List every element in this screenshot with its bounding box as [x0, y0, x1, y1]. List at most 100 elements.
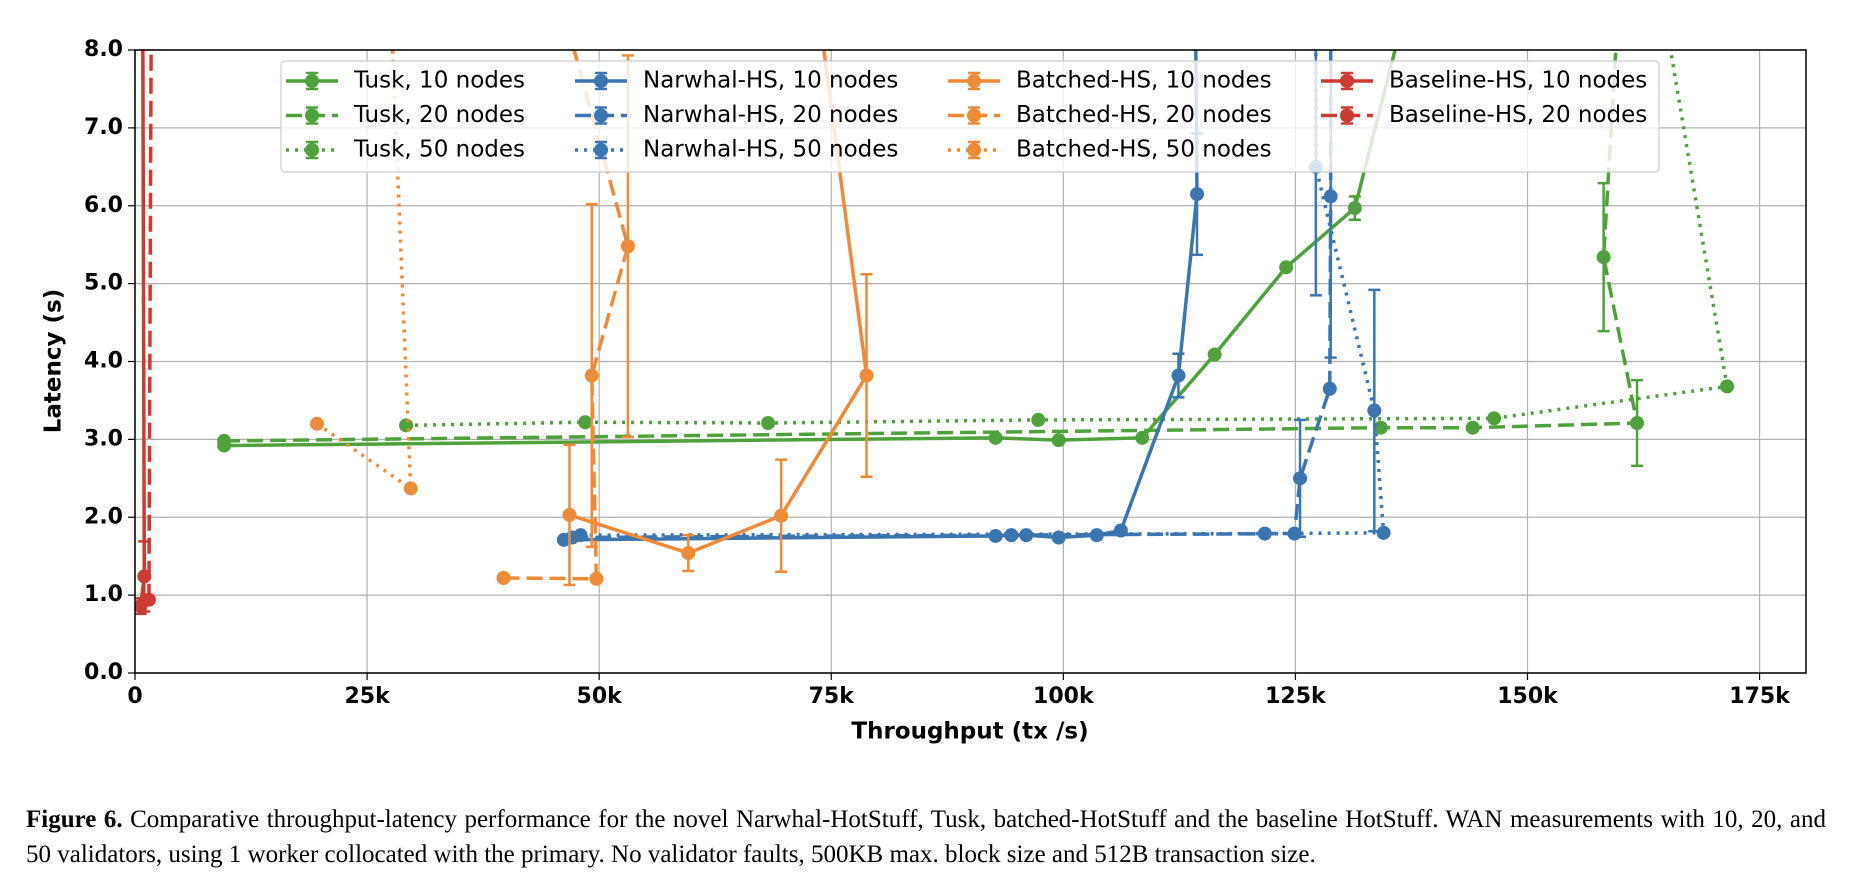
- x-tick-label: 75k: [809, 684, 856, 709]
- y-tick-label: 3.0: [84, 426, 123, 451]
- legend-entry: Narwhal-HS, 20 nodes: [575, 102, 898, 128]
- legend-label: Batched-HS, 20 nodes: [1016, 102, 1272, 128]
- legend-label: Baseline-HS, 20 nodes: [1389, 102, 1647, 128]
- data-point: [1171, 368, 1186, 383]
- series-line: [503, 50, 630, 581]
- data-point: [584, 368, 599, 383]
- y-tick-label: 2.0: [84, 504, 123, 529]
- x-tick-label: 25k: [344, 684, 391, 709]
- data-point: [1376, 525, 1391, 540]
- data-point: [761, 416, 776, 431]
- data-point: [1190, 187, 1205, 202]
- data-point: [1051, 433, 1066, 448]
- caption: Figure 6. Comparative throughput-latency…: [26, 802, 1826, 872]
- chart: 0 25k 50k 75k 100k 125k 150k 175k 0.0 1.0 2.0 3.0 4.…: [41, 37, 1807, 745]
- legend-marker: [1340, 108, 1354, 123]
- legend-entry: Narwhal-HS, 10 nodes: [575, 68, 898, 94]
- data-point: [1279, 260, 1294, 275]
- data-point: [1089, 528, 1104, 543]
- y-tick-label: 6.0: [84, 193, 123, 218]
- y-tick-label: 5.0: [84, 271, 123, 296]
- legend-marker: [305, 143, 319, 157]
- data-point: [1720, 379, 1735, 394]
- legend-marker: [594, 108, 608, 123]
- legend-marker: [594, 74, 608, 88]
- data-point: [1293, 471, 1308, 486]
- data-point: [1487, 411, 1502, 426]
- legend-entry: Tusk, 10 nodes: [286, 68, 525, 94]
- series-line: [563, 50, 1199, 542]
- data-point: [141, 592, 156, 607]
- x-tick-label: 150k: [1497, 684, 1559, 709]
- data-point: [988, 430, 1003, 445]
- series-line: [147, 50, 153, 600]
- legend-marker: [1340, 74, 1354, 88]
- legend-entry: Batched-HS, 10 nodes: [948, 68, 1272, 94]
- data-point: [1135, 430, 1150, 445]
- legend-label: Narwhal-HS, 50 nodes: [643, 137, 898, 163]
- data-point: [1630, 416, 1645, 431]
- data-point: [578, 415, 593, 430]
- legend-entry: Batched-HS, 50 nodes: [948, 137, 1272, 163]
- data-point: [399, 418, 414, 433]
- y-tick-label: 7.0: [84, 115, 123, 140]
- legend-label: Narwhal-HS, 10 nodes: [643, 68, 898, 94]
- legend-marker: [594, 143, 608, 157]
- legend-marker: [967, 74, 981, 88]
- data-point: [496, 570, 511, 585]
- legend-label: Batched-HS, 10 nodes: [1016, 68, 1272, 94]
- data-point: [1373, 420, 1388, 435]
- legend-marker: [305, 74, 319, 88]
- data-point: [774, 508, 789, 523]
- y-tick-label: 4.0: [84, 349, 123, 374]
- data-point: [1367, 403, 1382, 418]
- data-point: [309, 416, 324, 431]
- legend-entry: Batched-HS, 20 nodes: [948, 102, 1272, 128]
- data-point: [1207, 347, 1222, 362]
- legend-marker: [967, 108, 981, 123]
- caption-label: Figure 6.: [26, 806, 123, 833]
- plot-area: [135, 50, 1735, 616]
- data-point: [573, 528, 588, 543]
- series-line: [315, 50, 413, 492]
- x-tick-label: 175k: [1729, 684, 1791, 709]
- x-axis-label: Throughput (tx /s): [851, 719, 1088, 745]
- y-tick-label: 1.0: [84, 582, 123, 607]
- series-line: [572, 50, 1333, 540]
- ticks: 0 25k 50k 75k 100k 125k 150k 175k 0.0 1.0 2.0 3.0 4.…: [84, 37, 1791, 709]
- data-point: [1019, 528, 1034, 543]
- x-tick-label: 0: [127, 684, 142, 709]
- legend-label: Narwhal-HS, 20 nodes: [643, 102, 898, 128]
- data-point: [1031, 412, 1046, 427]
- legend-entry: Tusk, 50 nodes: [286, 137, 525, 163]
- legend-label: Tusk, 10 nodes: [353, 68, 525, 94]
- data-point: [562, 507, 577, 522]
- x-tick-label: 100k: [1033, 684, 1095, 709]
- legend-entry: Narwhal-HS, 50 nodes: [575, 137, 898, 163]
- y-tick-label: 0.0: [84, 660, 123, 685]
- legend-label: Batched-HS, 50 nodes: [1016, 137, 1272, 163]
- data-point: [859, 368, 874, 383]
- legend-label: Baseline-HS, 10 nodes: [1389, 68, 1647, 94]
- x-tick-label: 50k: [577, 684, 624, 709]
- data-point: [217, 433, 232, 448]
- caption-text: Comparative throughput-latency performan…: [26, 806, 1826, 868]
- data-point: [1347, 201, 1362, 216]
- legend-entry: Baseline-HS, 20 nodes: [1321, 102, 1647, 128]
- data-point: [1322, 381, 1337, 396]
- legend-entry: Baseline-HS, 10 nodes: [1321, 68, 1647, 94]
- data-point: [1257, 526, 1272, 541]
- series-line: [224, 50, 1640, 443]
- series-line: [138, 50, 147, 607]
- y-tick-label: 8.0: [84, 37, 123, 62]
- data-point: [681, 546, 696, 561]
- data-point: [1596, 250, 1611, 265]
- data-point: [620, 239, 635, 254]
- y-axis-label: Latency (s): [41, 289, 67, 434]
- legend-marker: [305, 108, 319, 123]
- data-point: [1323, 189, 1338, 204]
- data-point: [589, 571, 604, 586]
- legend-entry: Tusk, 20 nodes: [286, 102, 525, 128]
- legend-label: Tusk, 50 nodes: [353, 137, 525, 163]
- legend-marker: [967, 143, 981, 157]
